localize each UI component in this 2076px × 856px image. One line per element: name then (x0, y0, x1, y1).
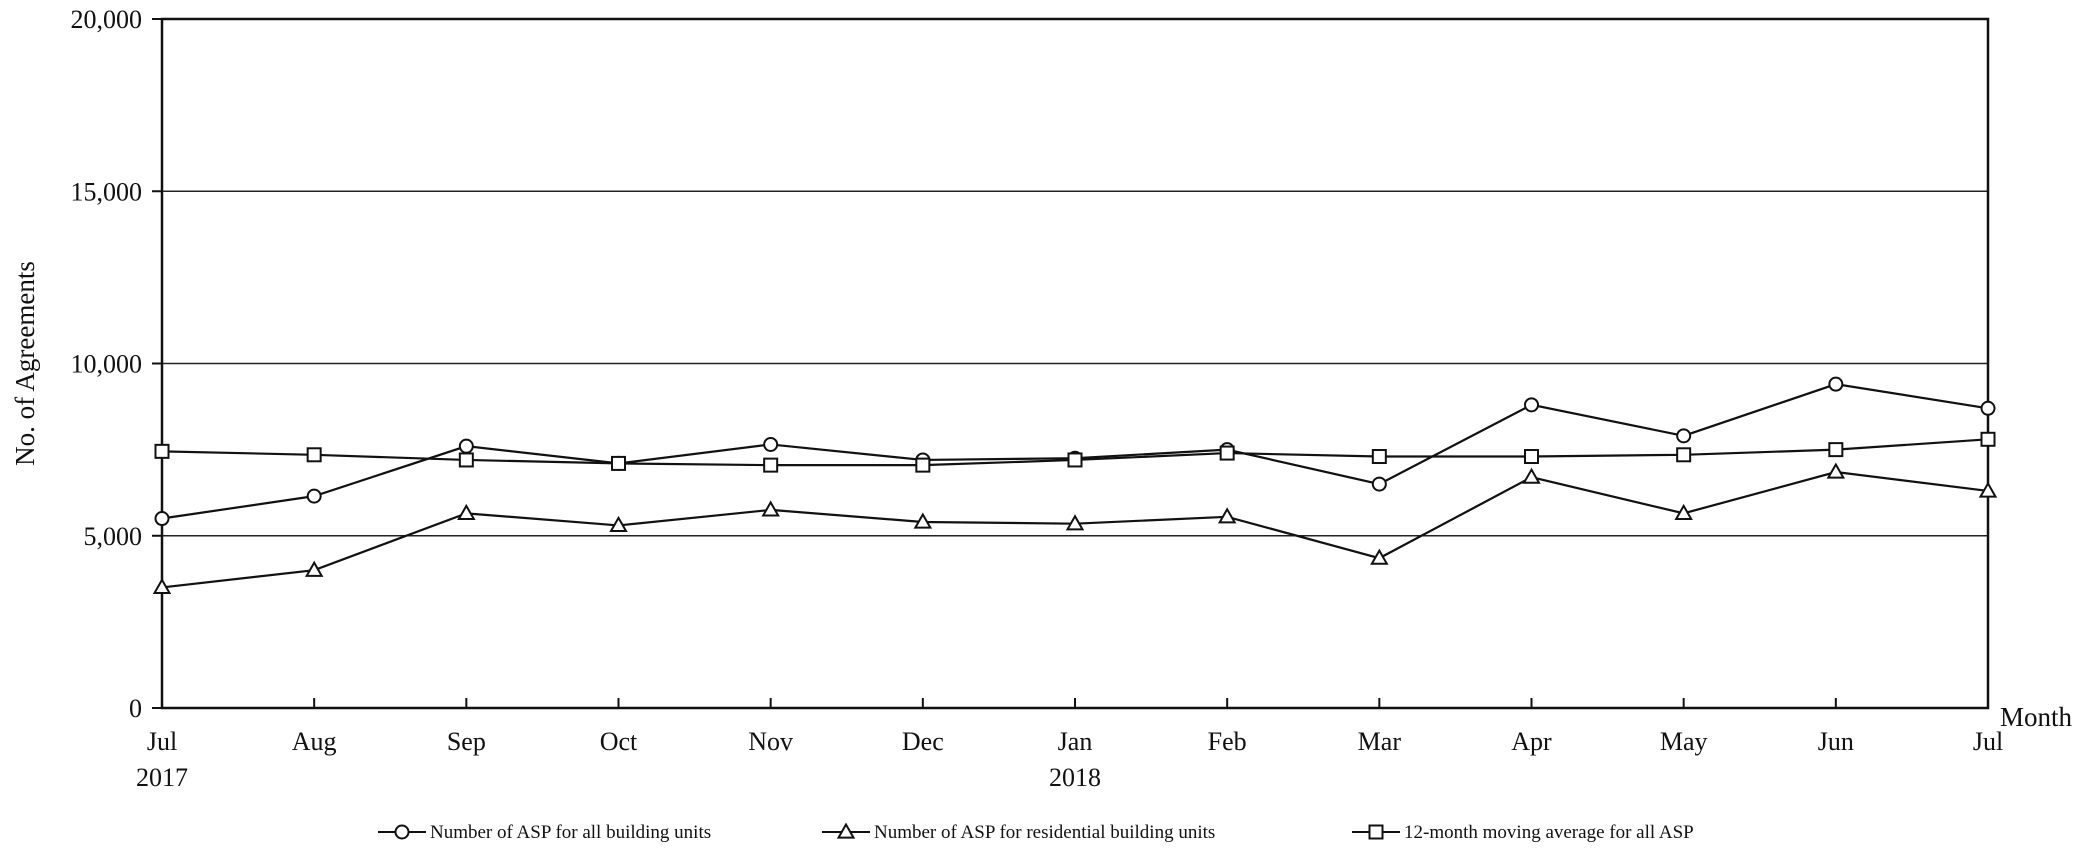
data-point (1065, 514, 1085, 531)
x-tick-label: Feb (1208, 727, 1247, 756)
data-point (1219, 445, 1235, 461)
legend-label: Number of ASP for residential building u… (874, 822, 1215, 843)
data-point (1978, 481, 1998, 498)
series-triangle (152, 462, 1998, 595)
data-point (1371, 449, 1387, 465)
data-point (761, 500, 780, 517)
legend-label: Number of ASP for all building units (430, 822, 711, 843)
x-tick-label: Oct (600, 727, 638, 756)
gridlines (162, 190, 1988, 537)
x-tick-label: Apr (1511, 727, 1552, 756)
x-tick-label: Sep (447, 727, 486, 756)
y-axis-title: No. of Agreements (10, 261, 40, 466)
x-tick-label: Jun (1818, 727, 1854, 756)
x-tick-label: Jan (1058, 727, 1093, 756)
x-tick-year-label: 2017 (136, 763, 188, 792)
x-tick-year-label: 2018 (1049, 763, 1101, 792)
data-point (609, 515, 628, 533)
data-point (1828, 442, 1844, 458)
legend-marker-square-icon (1368, 824, 1384, 840)
legend: Number of ASP for all building units Numb… (378, 822, 1694, 843)
series-square (154, 431, 1996, 473)
data-point (304, 560, 324, 577)
data-point (1524, 449, 1539, 465)
x-axis-ticks: Jul 2017 Aug Sep Oct Nov Dec Jan 2018 Feb Mar Apr Ma… (136, 698, 2003, 792)
data-point (1524, 397, 1539, 413)
data-point (458, 452, 474, 468)
data-point (611, 455, 626, 471)
data-point (1828, 376, 1844, 392)
x-axis-title: Month (2000, 702, 2073, 732)
data-point (1980, 431, 1996, 447)
data-point (763, 436, 779, 452)
x-tick-label: Nov (748, 727, 793, 756)
data-series (152, 376, 1998, 595)
data-point (152, 577, 172, 595)
x-tick-label: Jul (147, 727, 177, 756)
data-point (1217, 507, 1237, 524)
legend-marker-triangle-icon (836, 822, 856, 839)
y-tick-label: 5,000 (84, 522, 143, 551)
y-axis-ticks: 0 5,000 10,000 15,000 20,000 (71, 5, 162, 723)
data-point (763, 457, 779, 473)
data-point (913, 512, 933, 529)
legend-label: 12-month moving average for all ASP (1404, 822, 1694, 843)
data-point (1371, 476, 1387, 492)
data-point (1826, 462, 1846, 479)
data-point (306, 447, 322, 463)
y-tick-label: 15,000 (71, 177, 143, 206)
x-tick-label: Mar (1358, 727, 1402, 756)
data-point (915, 457, 931, 473)
data-point (457, 503, 476, 520)
data-point (306, 488, 322, 504)
legend-item: Number of ASP for all building units (378, 822, 711, 843)
data-point (1370, 548, 1389, 565)
data-point (1522, 467, 1541, 484)
x-tick-label: Dec (902, 727, 944, 756)
x-tick-label: Aug (292, 727, 337, 756)
legend-marker-circle-icon (394, 824, 410, 840)
data-point (154, 443, 170, 459)
x-tick-label: May (1660, 727, 1708, 756)
data-point (154, 511, 170, 527)
y-tick-label: 0 (129, 694, 142, 723)
legend-item: 12-month moving average for all ASP (1352, 822, 1694, 843)
y-tick-label: 10,000 (71, 350, 143, 379)
data-point (1674, 503, 1693, 520)
x-tick-label: Jul (1973, 727, 2003, 756)
data-point (1067, 452, 1083, 468)
y-tick-label: 20,000 (71, 5, 143, 34)
data-point (458, 438, 474, 454)
data-point (1676, 447, 1692, 463)
legend-item: Number of ASP for residential building u… (822, 822, 1215, 843)
data-point (1980, 400, 1996, 416)
data-point (1676, 428, 1692, 444)
